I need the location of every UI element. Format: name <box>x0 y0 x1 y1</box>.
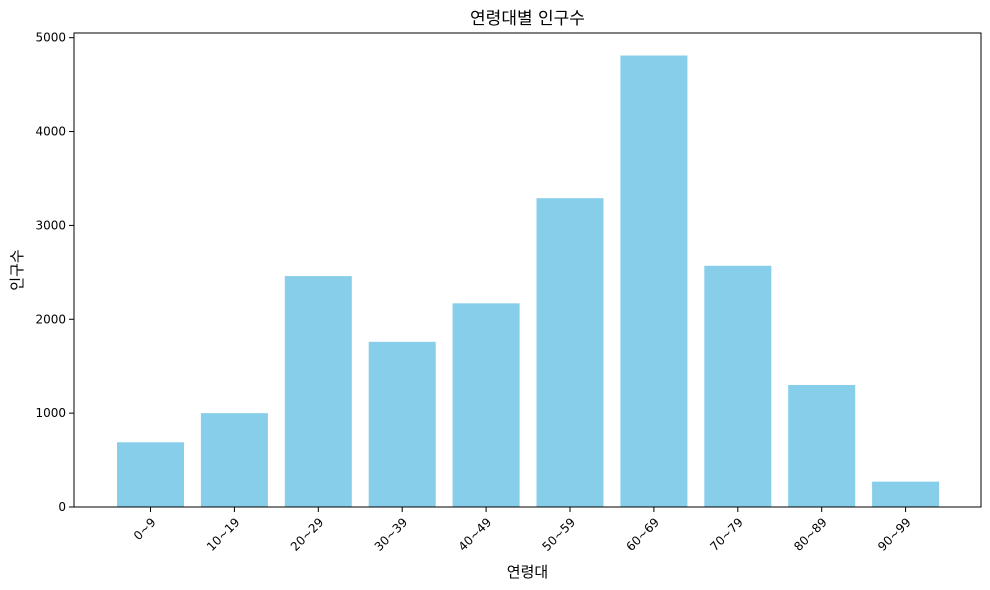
x-axis-title: 연령대 <box>507 563 548 581</box>
x-tick-label: 40~49 <box>456 515 495 554</box>
x-axis: 0~9 10~19 20~29 30~39 40~49 50~59 60~69 70~79 80… <box>131 507 914 554</box>
bar-0~9 <box>117 442 184 507</box>
bars-group <box>117 55 940 507</box>
y-tick-label: 0 <box>58 500 66 514</box>
bar-60~69 <box>620 55 688 507</box>
bar-40~49 <box>452 303 520 507</box>
y-tick-label: 4000 <box>35 125 66 139</box>
bar-50~59 <box>536 198 604 507</box>
x-tick-label: 70~79 <box>707 515 746 554</box>
x-tick-label: 90~99 <box>875 515 914 554</box>
x-tick-label: 0~9 <box>131 515 159 543</box>
x-tick-label: 50~59 <box>540 515 579 554</box>
bar-20~29 <box>284 276 352 507</box>
y-tick-label: 3000 <box>35 218 66 232</box>
bar-10~19 <box>200 413 268 507</box>
y-tick-label: 5000 <box>35 31 66 45</box>
bar-30~39 <box>368 341 436 507</box>
plot-frame <box>73 32 982 508</box>
y-tick-label: 1000 <box>35 406 66 420</box>
x-tick-label: 80~89 <box>791 515 830 554</box>
y-tick-label: 2000 <box>35 312 66 326</box>
bar-80~89 <box>788 384 856 507</box>
bar-70~79 <box>704 265 772 507</box>
chart-title: 연령대별 인구수 <box>470 9 585 29</box>
x-tick-label: 30~39 <box>372 515 411 554</box>
x-tick-label: 20~29 <box>288 515 327 554</box>
y-axis-title: 인구수 <box>8 249 26 290</box>
x-tick-label: 60~69 <box>623 515 662 554</box>
x-tick-label: 10~19 <box>204 515 243 554</box>
y-axis: 0 1000 2000 3000 4000 5000 <box>35 31 74 514</box>
bar-90~99 <box>872 481 940 507</box>
